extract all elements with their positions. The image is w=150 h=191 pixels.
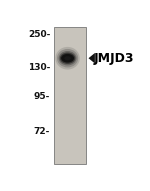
Text: 72-: 72- — [34, 127, 50, 136]
Ellipse shape — [59, 51, 76, 66]
Ellipse shape — [60, 53, 75, 64]
Text: 250-: 250- — [28, 30, 50, 39]
Text: 130-: 130- — [28, 62, 50, 72]
Ellipse shape — [55, 47, 80, 70]
Polygon shape — [88, 53, 95, 63]
Ellipse shape — [64, 56, 71, 60]
Text: 95-: 95- — [34, 92, 50, 101]
Bar — [54, 27, 86, 164]
Ellipse shape — [61, 54, 74, 63]
Ellipse shape — [57, 49, 78, 67]
Text: JMJD3: JMJD3 — [93, 52, 134, 65]
Ellipse shape — [63, 55, 72, 61]
